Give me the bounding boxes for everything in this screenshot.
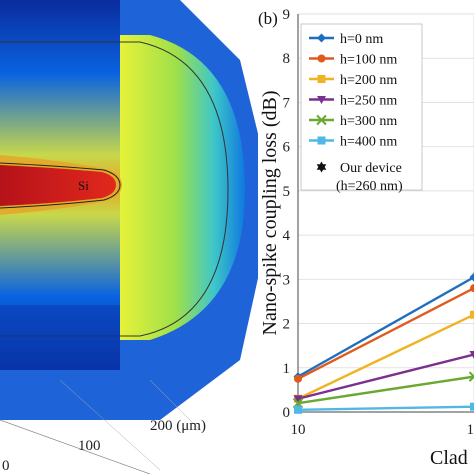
legend-label-device: Our device [340, 161, 402, 176]
series-line-4 [297, 375, 474, 405]
y-axis-label: Nano-spike coupling loss (dB) [259, 91, 281, 336]
series-point-3 [469, 351, 474, 360]
series-point-0 [469, 272, 474, 282]
legend-label-device-detail: (h=260 nm) [336, 179, 403, 194]
legend: h=0 nm h=100 nm h=200 nm h=250 nm h=300 nm h=… [300, 23, 423, 194]
legend-marker-5 [317, 136, 326, 145]
legend-label-1: h=100 nm [340, 53, 397, 68]
y-tick-label: 6 [283, 140, 291, 156]
series-point-4 [468, 371, 474, 382]
series-point-1 [294, 374, 302, 383]
series-line-5 [297, 405, 474, 411]
y-tick-labels: 0 1 2 3 4 5 6 7 8 9 [283, 7, 291, 421]
legend-marker-device [316, 161, 327, 173]
legend-marker-4 [316, 114, 327, 126]
series-line-2 [297, 313, 474, 400]
y-tick-label: 3 [283, 272, 291, 288]
y-tick-label: 9 [283, 7, 291, 23]
y-tick-label: 0 [283, 405, 291, 421]
legend-marker-0 [317, 33, 326, 43]
y-tick-label: 4 [283, 228, 291, 244]
axis-label-200: 200 (μm) [150, 418, 206, 434]
series-line-3 [297, 353, 474, 400]
field-lower-shadow [0, 305, 120, 370]
silicon-core [0, 165, 116, 206]
x-tick-label: 10 [291, 422, 306, 438]
series-line-0 [297, 275, 474, 378]
series-point-5 [294, 405, 302, 414]
x-tick-label: 15 [467, 422, 474, 438]
x-tick-labels: 10 15 [291, 422, 474, 438]
series-line-1 [297, 286, 474, 380]
axis-label-0: 0 [2, 458, 10, 474]
cladding-outline [0, 41, 229, 337]
series-point-1 [470, 284, 474, 293]
legend-label-5: h=400 nm [340, 135, 397, 150]
panel-label: (b) [258, 9, 278, 28]
coupling-loss-chart: (b) 0 1 2 3 4 5 6 7 8 9 10 15 Nano-spike coupling … [258, 7, 474, 469]
legend-label-4: h=300 nm [340, 114, 397, 129]
grid-line [149, 379, 201, 431]
grid-line [59, 379, 161, 471]
series-point-2 [470, 310, 474, 319]
axis-label-100: 100 [78, 438, 101, 454]
axis-line [0, 419, 151, 474]
y-tick-label: 7 [283, 95, 291, 111]
legend-label-0: h=0 nm [340, 32, 383, 47]
field-cladding-region [120, 35, 245, 340]
field-simulation-panel: Si 200 (μm) 100 0 [0, 0, 258, 474]
legend-marker-1 [317, 54, 326, 63]
y-tick-label: 2 [283, 317, 291, 333]
series-point-3 [293, 395, 303, 404]
si-label: Si [78, 178, 89, 193]
y-tick-label: 5 [283, 184, 291, 200]
data-series [292, 272, 474, 414]
legend-label-3: h=250 nm [340, 94, 397, 109]
y-tick-label: 8 [283, 51, 291, 67]
series-point-5 [470, 402, 474, 411]
y-tick-label: 1 [283, 361, 291, 377]
legend-marker-3 [317, 96, 326, 104]
legend-label-2: h=200 nm [340, 73, 397, 88]
legend-marker-2 [317, 75, 326, 83]
core-outline [0, 162, 121, 209]
x-axis-label: Clad [430, 447, 468, 469]
